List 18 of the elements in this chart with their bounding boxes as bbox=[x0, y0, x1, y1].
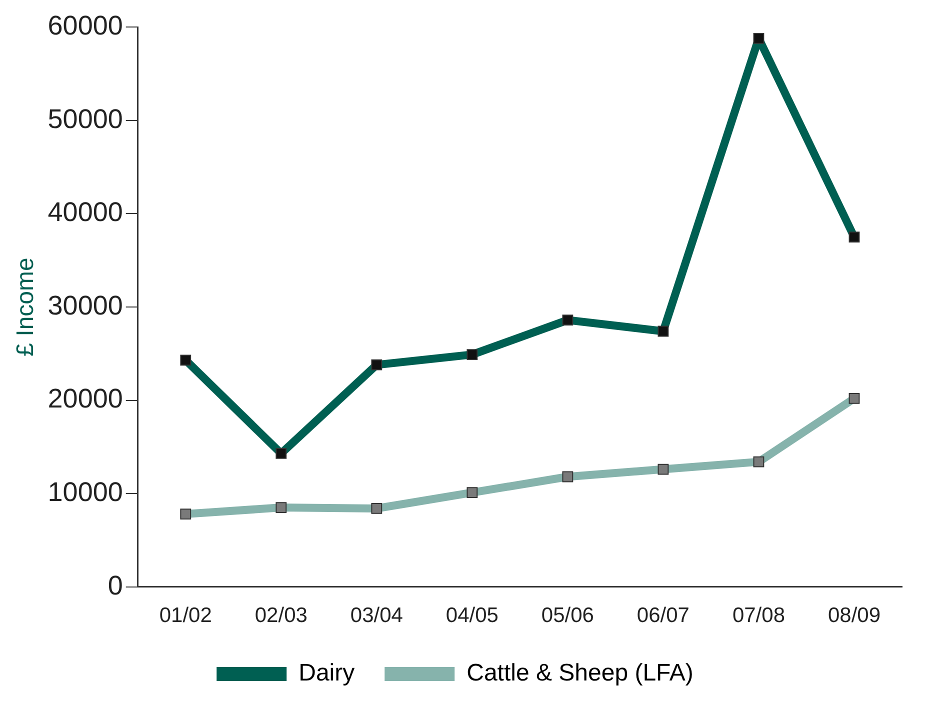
y-tick-label: 60000 bbox=[48, 10, 123, 41]
x-tick-label: 07/08 bbox=[732, 604, 786, 628]
x-tick-label: 06/07 bbox=[636, 604, 690, 628]
x-tick-label: 04/05 bbox=[446, 604, 498, 628]
y-tick-label: 10000 bbox=[48, 476, 123, 507]
x-tick-label: 08/09 bbox=[828, 604, 881, 628]
legend-label: Cattle & Sheep (LFA) bbox=[466, 660, 694, 687]
x-tick-label: 03/04 bbox=[350, 604, 404, 628]
y-tick-label: 30000 bbox=[48, 290, 123, 320]
y-tick-label: 50000 bbox=[48, 104, 123, 134]
y-tick-label: 40000 bbox=[48, 197, 123, 228]
y-axis-title: £ Income bbox=[12, 258, 40, 356]
y-tick-label: 20000 bbox=[48, 384, 123, 414]
x-tick-label: 01/02 bbox=[159, 604, 212, 628]
legend-label: Dairy bbox=[298, 660, 355, 687]
x-tick-label: 05/06 bbox=[541, 604, 594, 628]
y-tick-label: 0 bbox=[108, 570, 123, 600]
x-tick-label: 02/03 bbox=[254, 604, 308, 628]
